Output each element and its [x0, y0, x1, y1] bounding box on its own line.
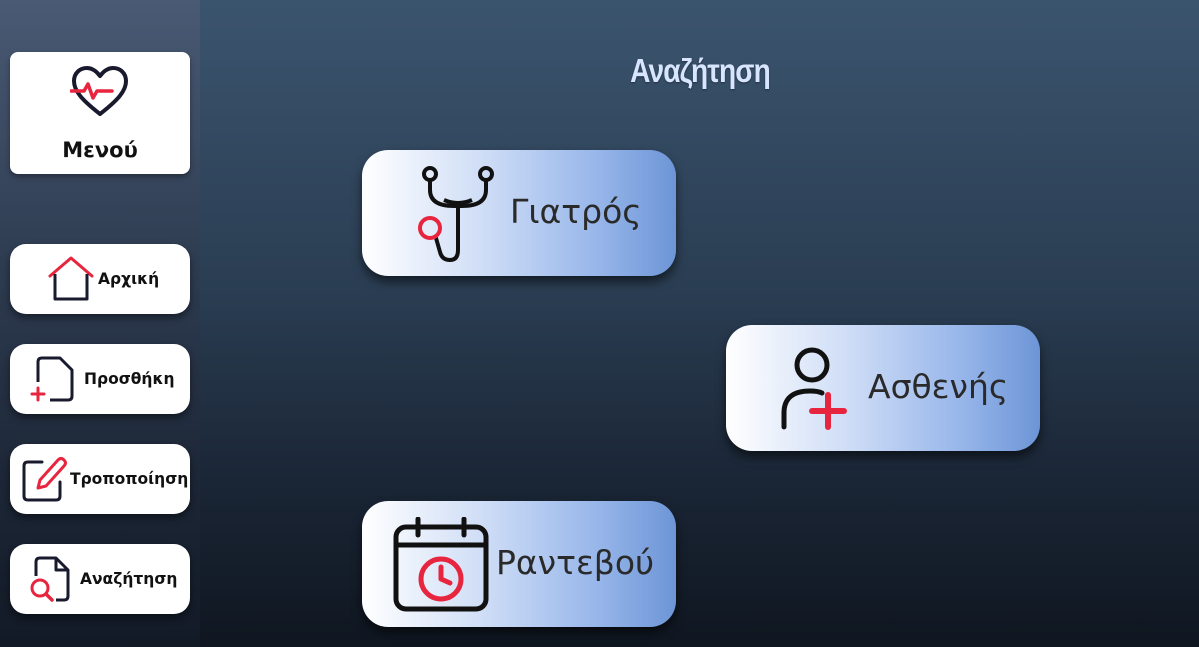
home-icon	[48, 256, 94, 301]
search-document-icon	[30, 556, 70, 602]
add-document-icon	[30, 356, 74, 402]
search-appointment-label: Ραντεβού	[496, 543, 655, 582]
calendar-clock-icon	[393, 517, 489, 612]
search-patient-label: Ασθενής	[868, 367, 1009, 406]
menu-header: Μενού	[10, 52, 190, 174]
nav-add-button[interactable]: Προσθήκη	[10, 344, 190, 414]
stethoscope-icon	[418, 166, 494, 263]
search-doctor-button[interactable]: Γιατρός	[362, 150, 676, 276]
search-patient-button[interactable]: Ασθενής	[726, 325, 1040, 451]
nav-search-button[interactable]: Αναζήτηση	[10, 544, 190, 614]
search-appointment-button[interactable]: Ραντεβού	[362, 501, 676, 627]
add-patient-icon	[781, 347, 847, 430]
search-doctor-label: Γιατρός	[510, 192, 642, 231]
heart-pulse-icon	[70, 66, 128, 116]
nav-edit-label: Τροποποίηση	[70, 470, 189, 488]
nav-edit-button[interactable]: Τροποποίηση	[10, 444, 190, 514]
nav-home-button[interactable]: Αρχική	[10, 244, 190, 314]
edit-icon	[22, 457, 67, 502]
menu-title: Μενού	[62, 138, 138, 162]
sidebar: Μενού Αρχική Προσθήκη Τροποπο	[0, 0, 200, 647]
nav-search-label: Αναζήτηση	[80, 570, 178, 588]
nav-add-label: Προσθήκη	[84, 370, 175, 388]
page-title: Αναζήτηση	[630, 52, 771, 89]
nav-home-label: Αρχική	[98, 270, 160, 288]
